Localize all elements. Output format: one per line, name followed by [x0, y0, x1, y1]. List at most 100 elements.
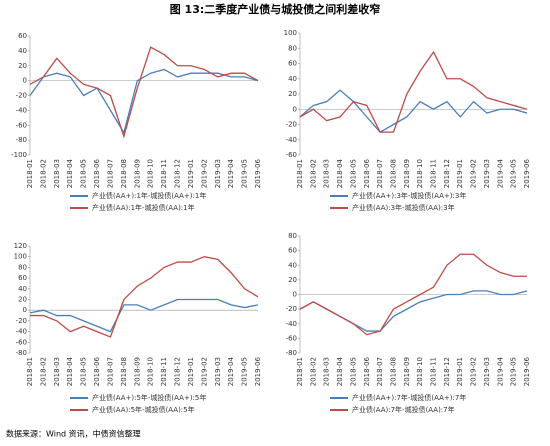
x-tick-label: 2019-05: [241, 357, 249, 386]
x-tick-label: 2018-10: [147, 357, 155, 386]
y-tick-label: -40: [286, 136, 297, 144]
x-tick-label: 2018-02: [309, 159, 317, 188]
y-tick-label: 40: [18, 285, 27, 293]
y-tick-label: -80: [16, 349, 27, 357]
x-tick-label: 2019-05: [510, 159, 518, 188]
x-tick-label: 2018-12: [443, 159, 451, 188]
x-tick-label: 2018-03: [53, 159, 61, 188]
x-tick-label: 2019-05: [241, 159, 249, 188]
x-tick-label: 2018-03: [53, 357, 61, 386]
x-tick-label: 2018-05: [80, 159, 88, 188]
x-tick-label: 2018-08: [389, 357, 397, 386]
legend-label: 产业债(AA+):7年-城投债(AA+):7年: [352, 393, 466, 402]
legend-label: 产业债(AA):1年-城投债(AA):1年: [92, 203, 195, 212]
legend-label: 产业债(AA+):1年-城投债(AA+):1年: [92, 191, 206, 200]
series-line: [30, 256, 259, 338]
x-tick-label: 2019-05: [510, 357, 518, 386]
series-line: [299, 253, 527, 336]
x-tick-label: 2018-02: [39, 159, 47, 188]
series-line: [29, 68, 259, 135]
x-tick-label: 2019-06: [254, 158, 262, 188]
x-tick-label: 2018-10: [416, 159, 424, 188]
x-tick-label: 2018-03: [323, 159, 331, 188]
legend-label: 产业债(AA):7年-城投债(AA):7年: [352, 405, 455, 414]
x-tick-label: 2019-02: [470, 159, 478, 188]
y-tick-label: -60: [16, 338, 27, 346]
y-tick-label: -40: [16, 328, 27, 336]
y-tick-label: -40: [16, 106, 27, 114]
y-tick-label: -20: [286, 305, 297, 313]
x-tick-label: 2019-03: [214, 357, 222, 386]
y-tick-label: -60: [286, 334, 297, 342]
y-tick-label: 80: [18, 263, 27, 271]
x-tick-label: 2019-02: [200, 357, 208, 386]
x-tick-label: 2018-02: [309, 357, 317, 386]
y-tick-label: 60: [18, 32, 27, 40]
x-tick-label: 2018-04: [336, 158, 344, 188]
x-tick-label: 2019-04: [227, 356, 235, 386]
x-tick-label: 2018-09: [403, 159, 411, 188]
y-tick-label: 0: [293, 105, 297, 113]
x-tick-label: 2018-04: [66, 356, 74, 386]
legend-label: 产业债(AA+):3年-城投债(AA+):3年: [352, 191, 466, 200]
y-tick-label: 40: [18, 47, 27, 55]
series-line: [29, 298, 259, 333]
y-tick-label: 60: [18, 274, 27, 282]
y-tick-label: 100: [14, 253, 27, 261]
y-tick-label: -80: [16, 136, 27, 144]
x-tick-label: 2018-11: [430, 357, 438, 386]
x-tick-label: 2018-09: [133, 159, 141, 188]
x-tick-label: 2018-07: [376, 357, 384, 386]
y-tick-label: 60: [288, 60, 297, 68]
x-tick-label: 2018-06: [363, 356, 371, 386]
x-tick-label: 2018-08: [389, 159, 397, 188]
x-tick-label: 2018-09: [133, 357, 141, 386]
x-tick-label: 2019-04: [496, 356, 504, 386]
series-line: [299, 50, 528, 133]
legend-label: 产业债(AA+):5年-城投债(AA+):5年: [92, 393, 206, 402]
x-tick-label: 2018-08: [120, 357, 128, 386]
x-tick-label: 2018-12: [174, 159, 182, 188]
y-tick-label: 80: [288, 44, 297, 52]
x-tick-label: 2018-11: [430, 159, 438, 188]
x-tick-label: 2018-07: [106, 357, 114, 386]
x-tick-label: 2019-02: [470, 357, 478, 386]
series-line: [299, 89, 528, 133]
x-tick-label: 2019-06: [254, 356, 262, 386]
y-tick-label: 20: [18, 62, 27, 70]
figure-title: 图 13:二季度产业债与城投债之间利差收窄: [170, 2, 381, 16]
x-tick-label: 2019-04: [227, 158, 235, 188]
x-tick-label: 2018-01: [26, 357, 34, 386]
y-tick-label: 40: [288, 261, 297, 269]
y-tick-label: -40: [286, 320, 297, 328]
x-tick-label: 2018-05: [80, 357, 88, 386]
y-tick-label: 20: [18, 296, 27, 304]
y-tick-label: 20: [288, 90, 297, 98]
y-tick-label: -20: [16, 92, 27, 100]
x-tick-label: 2018-08: [120, 159, 128, 188]
x-tick-label: 2018-12: [174, 357, 182, 386]
x-tick-label: 2018-07: [106, 159, 114, 188]
x-tick-label: 2019-04: [496, 158, 504, 188]
x-tick-label: 2019-03: [214, 159, 222, 188]
y-tick-label: 0: [23, 77, 27, 85]
series-line: [299, 290, 528, 332]
y-tick-label: 20: [288, 276, 297, 284]
x-tick-label: 2018-04: [336, 356, 344, 386]
x-tick-label: 2018-10: [147, 159, 155, 188]
y-tick-label: -80: [286, 349, 297, 357]
x-tick-label: 2019-01: [456, 357, 464, 386]
x-tick-label: 2018-05: [349, 159, 357, 188]
y-tick-label: 100: [284, 29, 297, 37]
y-tick-label: -20: [286, 121, 297, 129]
y-tick-label: -60: [16, 121, 27, 129]
x-tick-label: 2018-06: [363, 158, 371, 188]
x-tick-label: 2018-11: [160, 159, 168, 188]
y-tick-label: -20: [16, 317, 27, 325]
y-tick-label: 0: [23, 306, 27, 314]
x-tick-label: 2019-01: [187, 357, 195, 386]
x-tick-label: 2018-02: [39, 357, 47, 386]
x-tick-label: 2018-09: [403, 357, 411, 386]
x-tick-label: 2019-03: [483, 357, 491, 386]
